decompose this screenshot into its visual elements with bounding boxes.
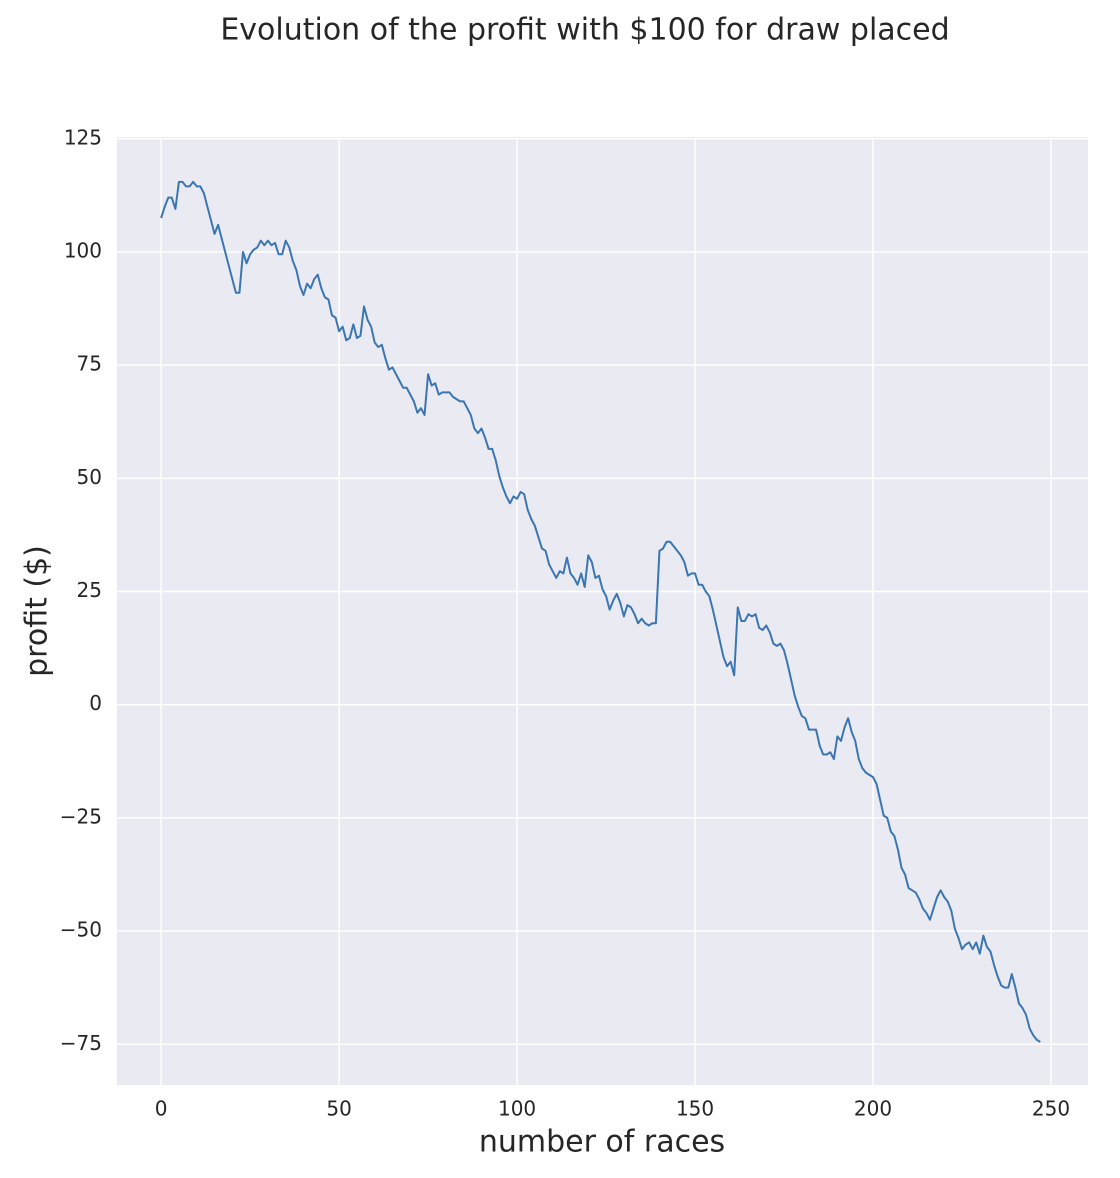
plot-area	[117, 137, 1088, 1085]
y-tick-label: 125	[64, 125, 102, 149]
y-tick-label: −50	[60, 918, 102, 942]
x-tick-label: 250	[1032, 1097, 1070, 1121]
y-tick-label: 100	[64, 238, 102, 262]
y-tick-label: 25	[77, 578, 102, 602]
chart-title: Evolution of the profit with $100 for dr…	[220, 13, 949, 48]
y-tick-label: 75	[77, 352, 102, 376]
x-tick-label: 150	[676, 1097, 714, 1121]
y-tick-label: 50	[77, 465, 102, 489]
data-line	[160, 180, 1041, 1043]
x-tick-label: 50	[326, 1097, 351, 1121]
x-axis-label: number of races	[479, 1125, 725, 1160]
y-tick-label: −25	[60, 804, 102, 828]
y-axis-label: profit ($)	[20, 545, 55, 677]
x-tick-label: 200	[854, 1097, 892, 1121]
x-tick-label: 100	[498, 1097, 536, 1121]
y-tick-label: −75	[60, 1031, 102, 1055]
x-tick-label: 0	[155, 1097, 168, 1121]
y-tick-label: 0	[89, 691, 102, 715]
